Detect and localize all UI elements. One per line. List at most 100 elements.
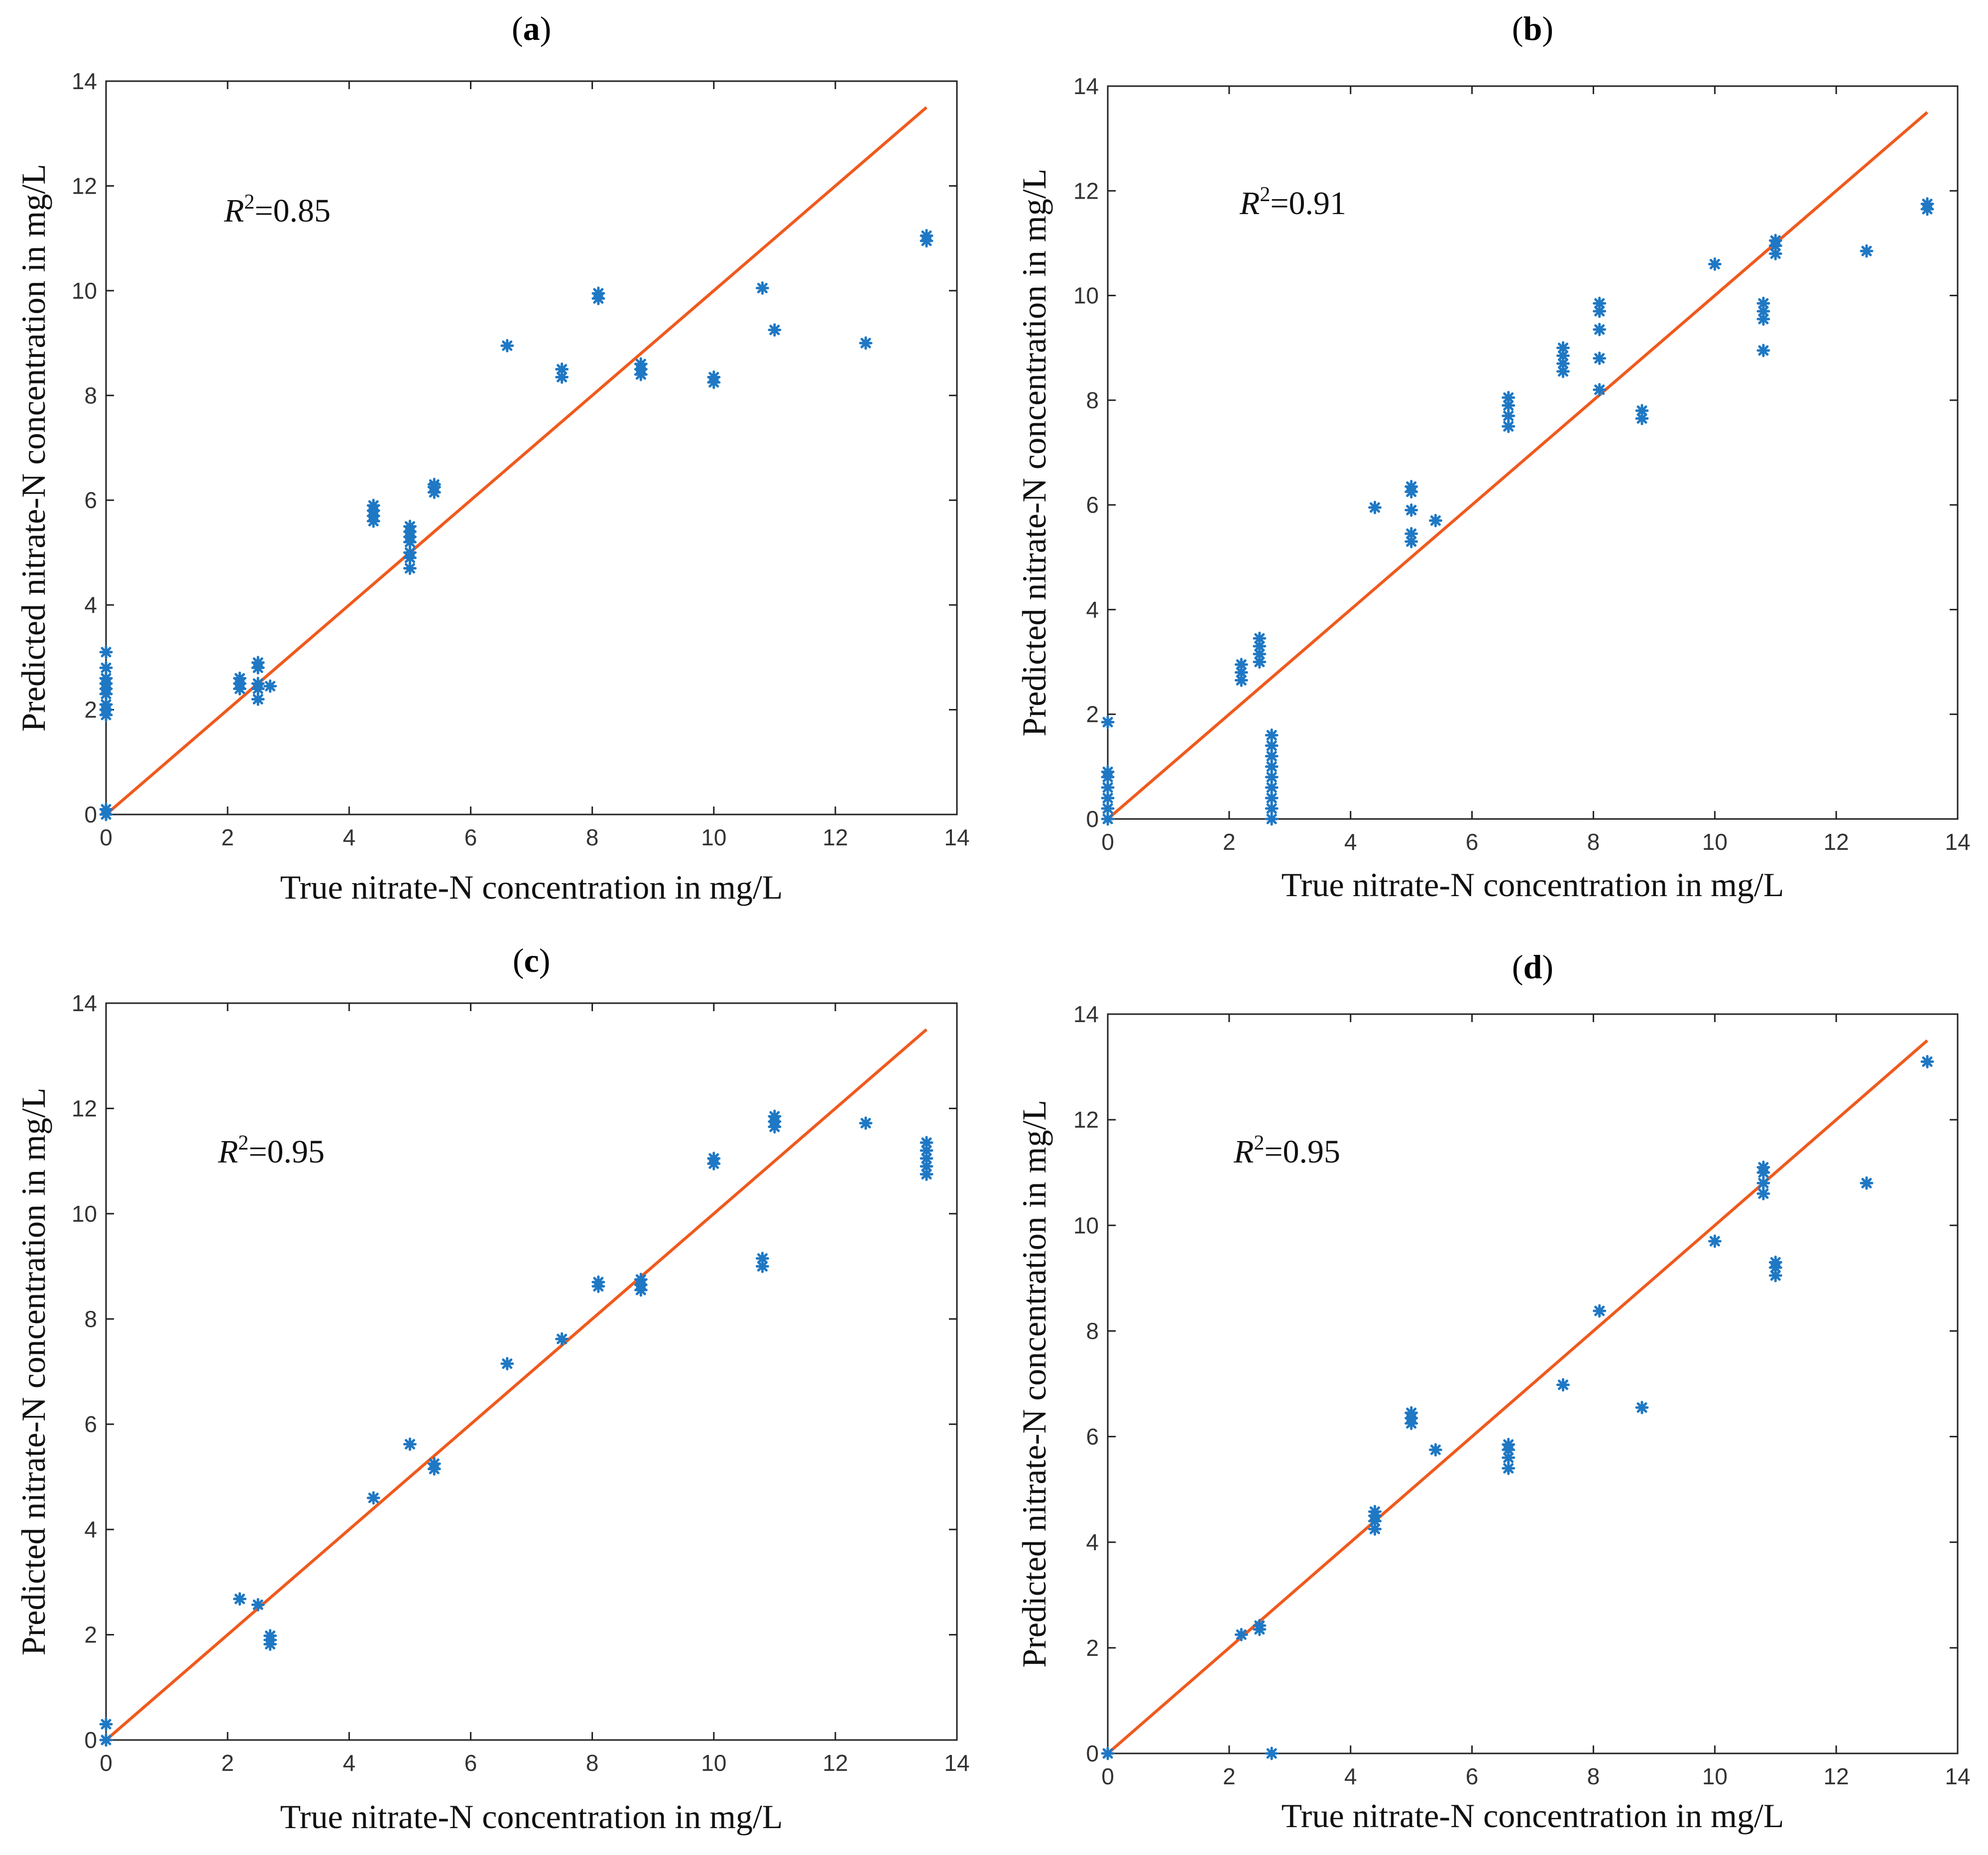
x-tick-label: 4	[343, 824, 355, 850]
data-point	[755, 281, 769, 295]
data-point	[233, 1592, 247, 1606]
y-tick-label: 0	[1086, 1740, 1099, 1766]
data-point	[634, 1273, 648, 1286]
data-point	[1253, 631, 1267, 645]
data-point	[1265, 1746, 1279, 1760]
r-squared-var: R	[1233, 1134, 1254, 1170]
y-tick-label: 10	[72, 278, 97, 304]
data-point	[403, 519, 417, 533]
panel-label-letter: a	[523, 9, 540, 47]
data-point	[403, 561, 417, 575]
x-tick-label: 12	[1824, 1763, 1849, 1789]
panel-label-letter: c	[524, 941, 539, 979]
r-squared-var: R	[218, 1134, 238, 1170]
chart-panel-a: (a) 0 2 4 6 8 10 12 14 0 2 4 6 8 10 12 14 True nitrate-N …	[14, 9, 970, 906]
data-point	[1708, 1234, 1722, 1248]
x-tick-label: 10	[701, 824, 726, 850]
scatter-points	[1101, 197, 1934, 826]
data-point	[634, 357, 648, 371]
data-point	[1265, 749, 1279, 763]
y-tick-label: 6	[84, 487, 97, 513]
fit-line	[1107, 111, 1928, 820]
panel-label: (b)	[1512, 9, 1553, 47]
data-point	[1265, 781, 1279, 795]
data-point	[1768, 1269, 1782, 1282]
y-tick-label: 6	[1086, 492, 1099, 518]
x-tick-label: 14	[1945, 829, 1970, 855]
y-tick-label: 12	[1073, 178, 1099, 204]
y-tick-label: 6	[1086, 1424, 1099, 1450]
r-squared-sup: 2	[1260, 183, 1270, 206]
data-point	[251, 693, 265, 706]
data-point	[920, 1167, 934, 1181]
y-tick-label: 8	[84, 1306, 97, 1332]
data-point	[233, 671, 247, 685]
x-tick-label: 6	[465, 824, 477, 850]
y-tick-label: 2	[84, 1622, 97, 1648]
r-squared-annotation: R2=0.95	[1233, 1132, 1340, 1170]
data-point	[99, 1717, 113, 1731]
data-point	[500, 339, 514, 352]
r-squared-sup: 2	[238, 1132, 248, 1155]
x-tick-label: 12	[822, 1750, 848, 1776]
data-point	[1428, 1443, 1442, 1457]
x-tick-label: 2	[221, 1750, 234, 1776]
data-point	[1756, 1187, 1770, 1201]
y-tick-label: 4	[1086, 596, 1099, 622]
y-tick-label: 0	[1086, 806, 1099, 832]
data-point	[1101, 791, 1115, 805]
data-point	[263, 1629, 277, 1643]
y-tick-label: 0	[84, 802, 97, 827]
r-squared-value: =0.95	[1264, 1134, 1340, 1170]
x-tick-label: 2	[1223, 829, 1236, 855]
data-point	[859, 336, 873, 350]
data-point	[263, 679, 277, 693]
data-point	[768, 323, 782, 337]
x-axis-label: True nitrate-N concentration in mg/L	[1282, 866, 1784, 904]
data-point	[500, 1357, 514, 1371]
panel-label-open: (	[1512, 9, 1523, 47]
data-point	[555, 362, 569, 376]
data-point	[1101, 1746, 1115, 1760]
data-point	[1556, 364, 1570, 378]
x-tick-label: 10	[1702, 829, 1728, 855]
data-point	[99, 1733, 113, 1747]
y-axis-label: Predicted nitrate-N concentration in mg/…	[14, 164, 52, 732]
data-point	[707, 370, 721, 384]
scatter-points	[99, 1109, 934, 1747]
data-point	[366, 498, 380, 512]
data-point	[707, 1152, 721, 1165]
data-point	[1101, 781, 1115, 795]
chart-panel-c: (c) 0 2 4 6 8 10 12 14 0 2 4 6 8 10 12 14 True nitrate-N …	[14, 941, 970, 1836]
x-axis-label: True nitrate-N concentration in mg/L	[1282, 1797, 1784, 1835]
x-tick-label: 10	[701, 1750, 726, 1776]
data-point	[1635, 404, 1649, 418]
y-tick-label: 8	[1086, 1318, 1099, 1344]
data-point	[366, 1491, 380, 1505]
data-point	[1768, 246, 1782, 260]
data-point	[920, 1144, 934, 1158]
y-tick-label: 10	[1073, 283, 1099, 309]
data-point	[920, 1136, 934, 1150]
data-point	[1635, 1400, 1649, 1414]
y-tick-label: 4	[84, 592, 97, 618]
y-tick-label: 4	[84, 1516, 97, 1542]
data-point	[1502, 419, 1516, 433]
data-point	[1502, 391, 1516, 405]
y-axis-label: Predicted nitrate-N concentration in mg/…	[14, 1088, 52, 1656]
data-point	[1593, 323, 1607, 337]
data-point	[427, 1457, 441, 1471]
x-tick-label: 0	[1101, 829, 1114, 855]
data-point	[1502, 1461, 1516, 1475]
fit-line	[105, 1028, 928, 1741]
data-point	[1593, 351, 1607, 365]
data-point	[1756, 1160, 1770, 1174]
data-point	[1635, 412, 1649, 426]
panel-label: (a)	[512, 9, 551, 47]
data-point	[1756, 344, 1770, 357]
scatter-points	[99, 229, 934, 821]
x-tick-label: 0	[100, 1750, 113, 1776]
r-squared-annotation: R2=0.85	[224, 191, 331, 229]
data-point	[251, 1598, 265, 1612]
